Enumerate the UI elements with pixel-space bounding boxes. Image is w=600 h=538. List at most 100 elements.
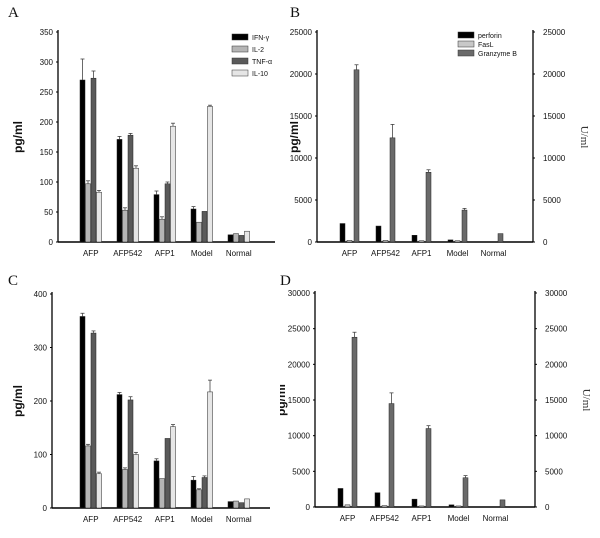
x-tick-label: AFP542 xyxy=(113,515,142,524)
bar xyxy=(499,499,506,508)
y-tick-label: 100 xyxy=(34,451,48,460)
bar xyxy=(201,477,208,509)
legend-label: TNF-α xyxy=(252,59,272,66)
y-right-tick-label: 5000 xyxy=(543,196,561,205)
bar xyxy=(447,239,454,243)
y-tick-label: 400 xyxy=(34,290,48,299)
bar xyxy=(346,240,353,243)
y-right-tick-label: 10000 xyxy=(545,432,568,441)
bar xyxy=(133,454,139,509)
bar xyxy=(411,235,418,243)
bar xyxy=(159,218,165,243)
bar xyxy=(122,469,128,509)
y-tick-label: 0 xyxy=(308,238,313,247)
x-tick-label: Model xyxy=(448,514,470,523)
y-tick-label: 5000 xyxy=(294,196,312,205)
bar xyxy=(353,69,360,243)
panel-letter-b: B xyxy=(290,5,301,21)
y-right-tick-label: 0 xyxy=(543,238,548,247)
legend-swatch xyxy=(231,69,249,77)
y-tick-label: 15000 xyxy=(288,396,311,405)
y-tick-label: 200 xyxy=(40,118,54,127)
bar xyxy=(85,445,91,509)
bar xyxy=(127,134,134,243)
bar xyxy=(79,79,86,243)
bar xyxy=(207,106,213,243)
bar xyxy=(425,428,432,508)
y-axis-right-label: U/ml xyxy=(578,126,590,149)
y-tick-label: 0 xyxy=(306,503,311,512)
bar xyxy=(190,479,197,509)
y-tick-label: 250 xyxy=(40,88,54,97)
bar xyxy=(497,233,504,243)
chart-b-svg: 0 0 5000 5000 10000 10000 15000 15000 20000 20000… xyxy=(287,28,590,258)
bar xyxy=(116,394,123,509)
legend-swatch xyxy=(457,40,475,48)
y-right-tick-label: 10000 xyxy=(543,154,566,163)
x-tick-label: AFP1 xyxy=(411,249,432,258)
bar xyxy=(462,477,469,508)
chart-c-svg: 0 100 200 300 400 pg/ml AFP AFP542 AFP1 Model Norm… xyxy=(11,290,270,524)
bar xyxy=(164,438,171,509)
bar xyxy=(227,501,234,509)
bar xyxy=(196,221,202,243)
x-tick-label: AFP xyxy=(342,249,358,258)
x-tick-label: Normal xyxy=(226,249,252,258)
legend-label: perforin xyxy=(478,33,502,40)
y-tick-label: 10000 xyxy=(290,154,313,163)
bar xyxy=(382,240,389,243)
x-tick-label: Model xyxy=(191,515,213,524)
y-tick-label: 0 xyxy=(49,238,54,247)
bar xyxy=(233,233,239,243)
y-tick-label: 15000 xyxy=(290,112,313,121)
x-tick-label: AFP1 xyxy=(411,514,432,523)
y-tick-label: 30000 xyxy=(288,289,311,298)
bar xyxy=(344,504,351,508)
bar xyxy=(374,492,381,508)
bar xyxy=(233,500,239,509)
bar xyxy=(153,194,160,243)
y-axis-label: pg/ml xyxy=(280,384,288,416)
bar xyxy=(455,505,462,508)
bar xyxy=(90,77,97,243)
bar xyxy=(85,183,91,243)
y-axis-label: pg/ml xyxy=(290,121,301,153)
y-axis-label: pg/ml xyxy=(11,121,25,153)
legend-label: IL-2 xyxy=(252,47,264,54)
x-tick-label: AFP542 xyxy=(371,249,400,258)
y-tick-label: 150 xyxy=(40,148,54,157)
y-tick-label: 200 xyxy=(34,397,48,406)
panel-d: D 0 0 5000 5000 10000 10000 15000 15000 20000 200… xyxy=(274,268,600,533)
y-tick-label: 25000 xyxy=(290,28,313,37)
x-tick-label: AFP1 xyxy=(155,249,176,258)
bar xyxy=(238,235,245,243)
panel-b: B 0 0 5000 5000 10000 10000 15000 15000 20000 200… xyxy=(287,0,600,265)
legend-label: IL-10 xyxy=(252,71,268,78)
y-right-tick-label: 20000 xyxy=(543,70,566,79)
bar xyxy=(127,399,134,509)
bar xyxy=(116,139,123,243)
x-tick-label: AFP xyxy=(83,249,99,258)
bar xyxy=(418,505,425,508)
y-right-tick-label: 0 xyxy=(545,503,550,512)
bar xyxy=(207,391,213,509)
legend-swatch xyxy=(231,33,249,41)
y-tick-label: 100 xyxy=(40,178,54,187)
y-right-tick-label: 30000 xyxy=(545,289,568,298)
panel-c: C 0 100 200 300 400 pg/ml AFP AFP542 AFP1 Model No… xyxy=(0,268,300,533)
y-tick-label: 20000 xyxy=(290,70,313,79)
y-tick-label: 300 xyxy=(40,58,54,67)
bar xyxy=(201,211,208,243)
bar xyxy=(133,167,139,243)
bar xyxy=(381,505,388,508)
bar xyxy=(337,488,344,508)
x-tick-label: AFP542 xyxy=(370,514,399,523)
bar xyxy=(190,208,197,243)
x-tick-label: AFP1 xyxy=(155,515,176,524)
bar xyxy=(244,498,250,509)
bar xyxy=(159,478,165,509)
bar xyxy=(339,223,346,243)
y-right-tick-label: 15000 xyxy=(545,396,568,405)
legend-swatch xyxy=(457,31,475,39)
y-tick-label: 300 xyxy=(34,344,48,353)
